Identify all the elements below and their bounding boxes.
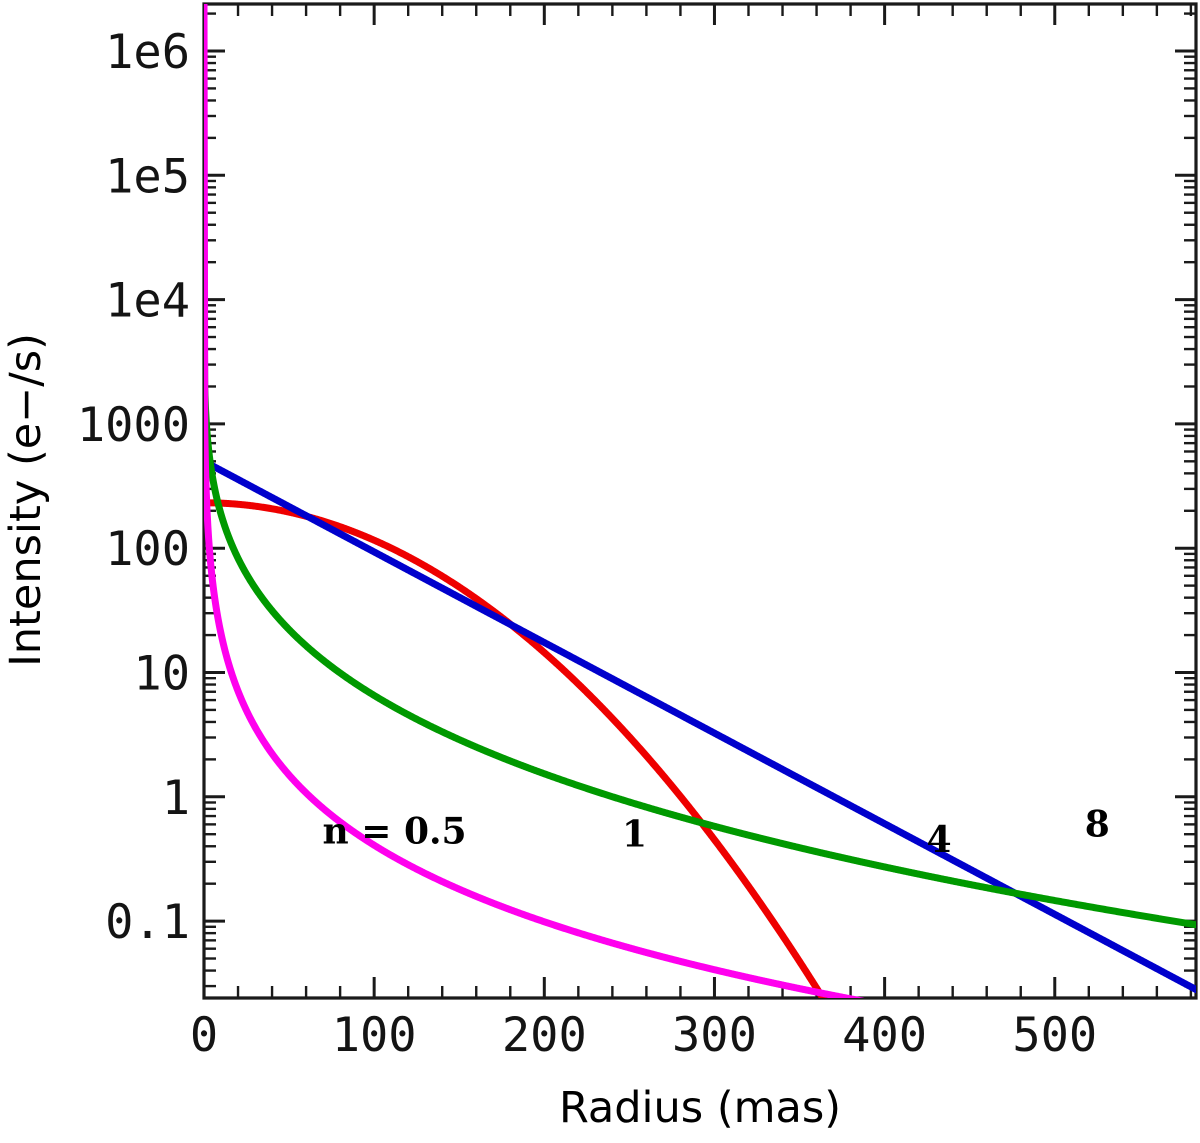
x-tick-label: 500 xyxy=(1012,1008,1097,1063)
curve-annotations: n = 0.5 1 4 8 xyxy=(323,803,1110,861)
curve-n-4 xyxy=(204,277,1196,929)
data-curves xyxy=(204,4,1196,998)
x-axis-ticks xyxy=(202,4,1193,998)
y-tick-label: 1e6 xyxy=(105,25,190,80)
x-tick-label: 400 xyxy=(842,1008,927,1063)
x-axis-title: Radius (mas) xyxy=(559,1083,841,1133)
y-tick-label: 1e4 xyxy=(105,274,190,329)
curve-label-n-8: 8 xyxy=(1085,803,1110,845)
x-tick-label: 200 xyxy=(502,1008,587,1063)
y-tick-label: 1e5 xyxy=(105,149,190,204)
y-tick-label: 0.1 xyxy=(105,895,190,950)
y-tick-label: 10 xyxy=(133,647,190,702)
x-tick-label: 0 xyxy=(190,1008,218,1063)
y-axis-title: Intensity (e−/s) xyxy=(1,333,51,667)
plot-frame xyxy=(202,2,1198,1000)
x-tick-label: 100 xyxy=(332,1008,417,1063)
y-tick-label: 100 xyxy=(105,522,190,577)
curve-label-n-1: 1 xyxy=(622,813,647,855)
curve-n-1 xyxy=(204,457,1196,994)
curve-n-8 xyxy=(204,4,865,998)
y-tick-label: 1 xyxy=(162,771,190,826)
y-tick-label: 1000 xyxy=(77,398,190,453)
x-tick-label: 300 xyxy=(672,1008,757,1063)
x-axis-tick-labels: 0 100 200 300 400 500 xyxy=(190,1008,1097,1063)
y-axis-tick-labels: 1e6 1e5 1e4 1000 100 10 1 0.1 xyxy=(77,25,190,950)
curve-label-n-0.5: n = 0.5 xyxy=(323,811,467,853)
curve-label-n-4: 4 xyxy=(927,819,952,861)
